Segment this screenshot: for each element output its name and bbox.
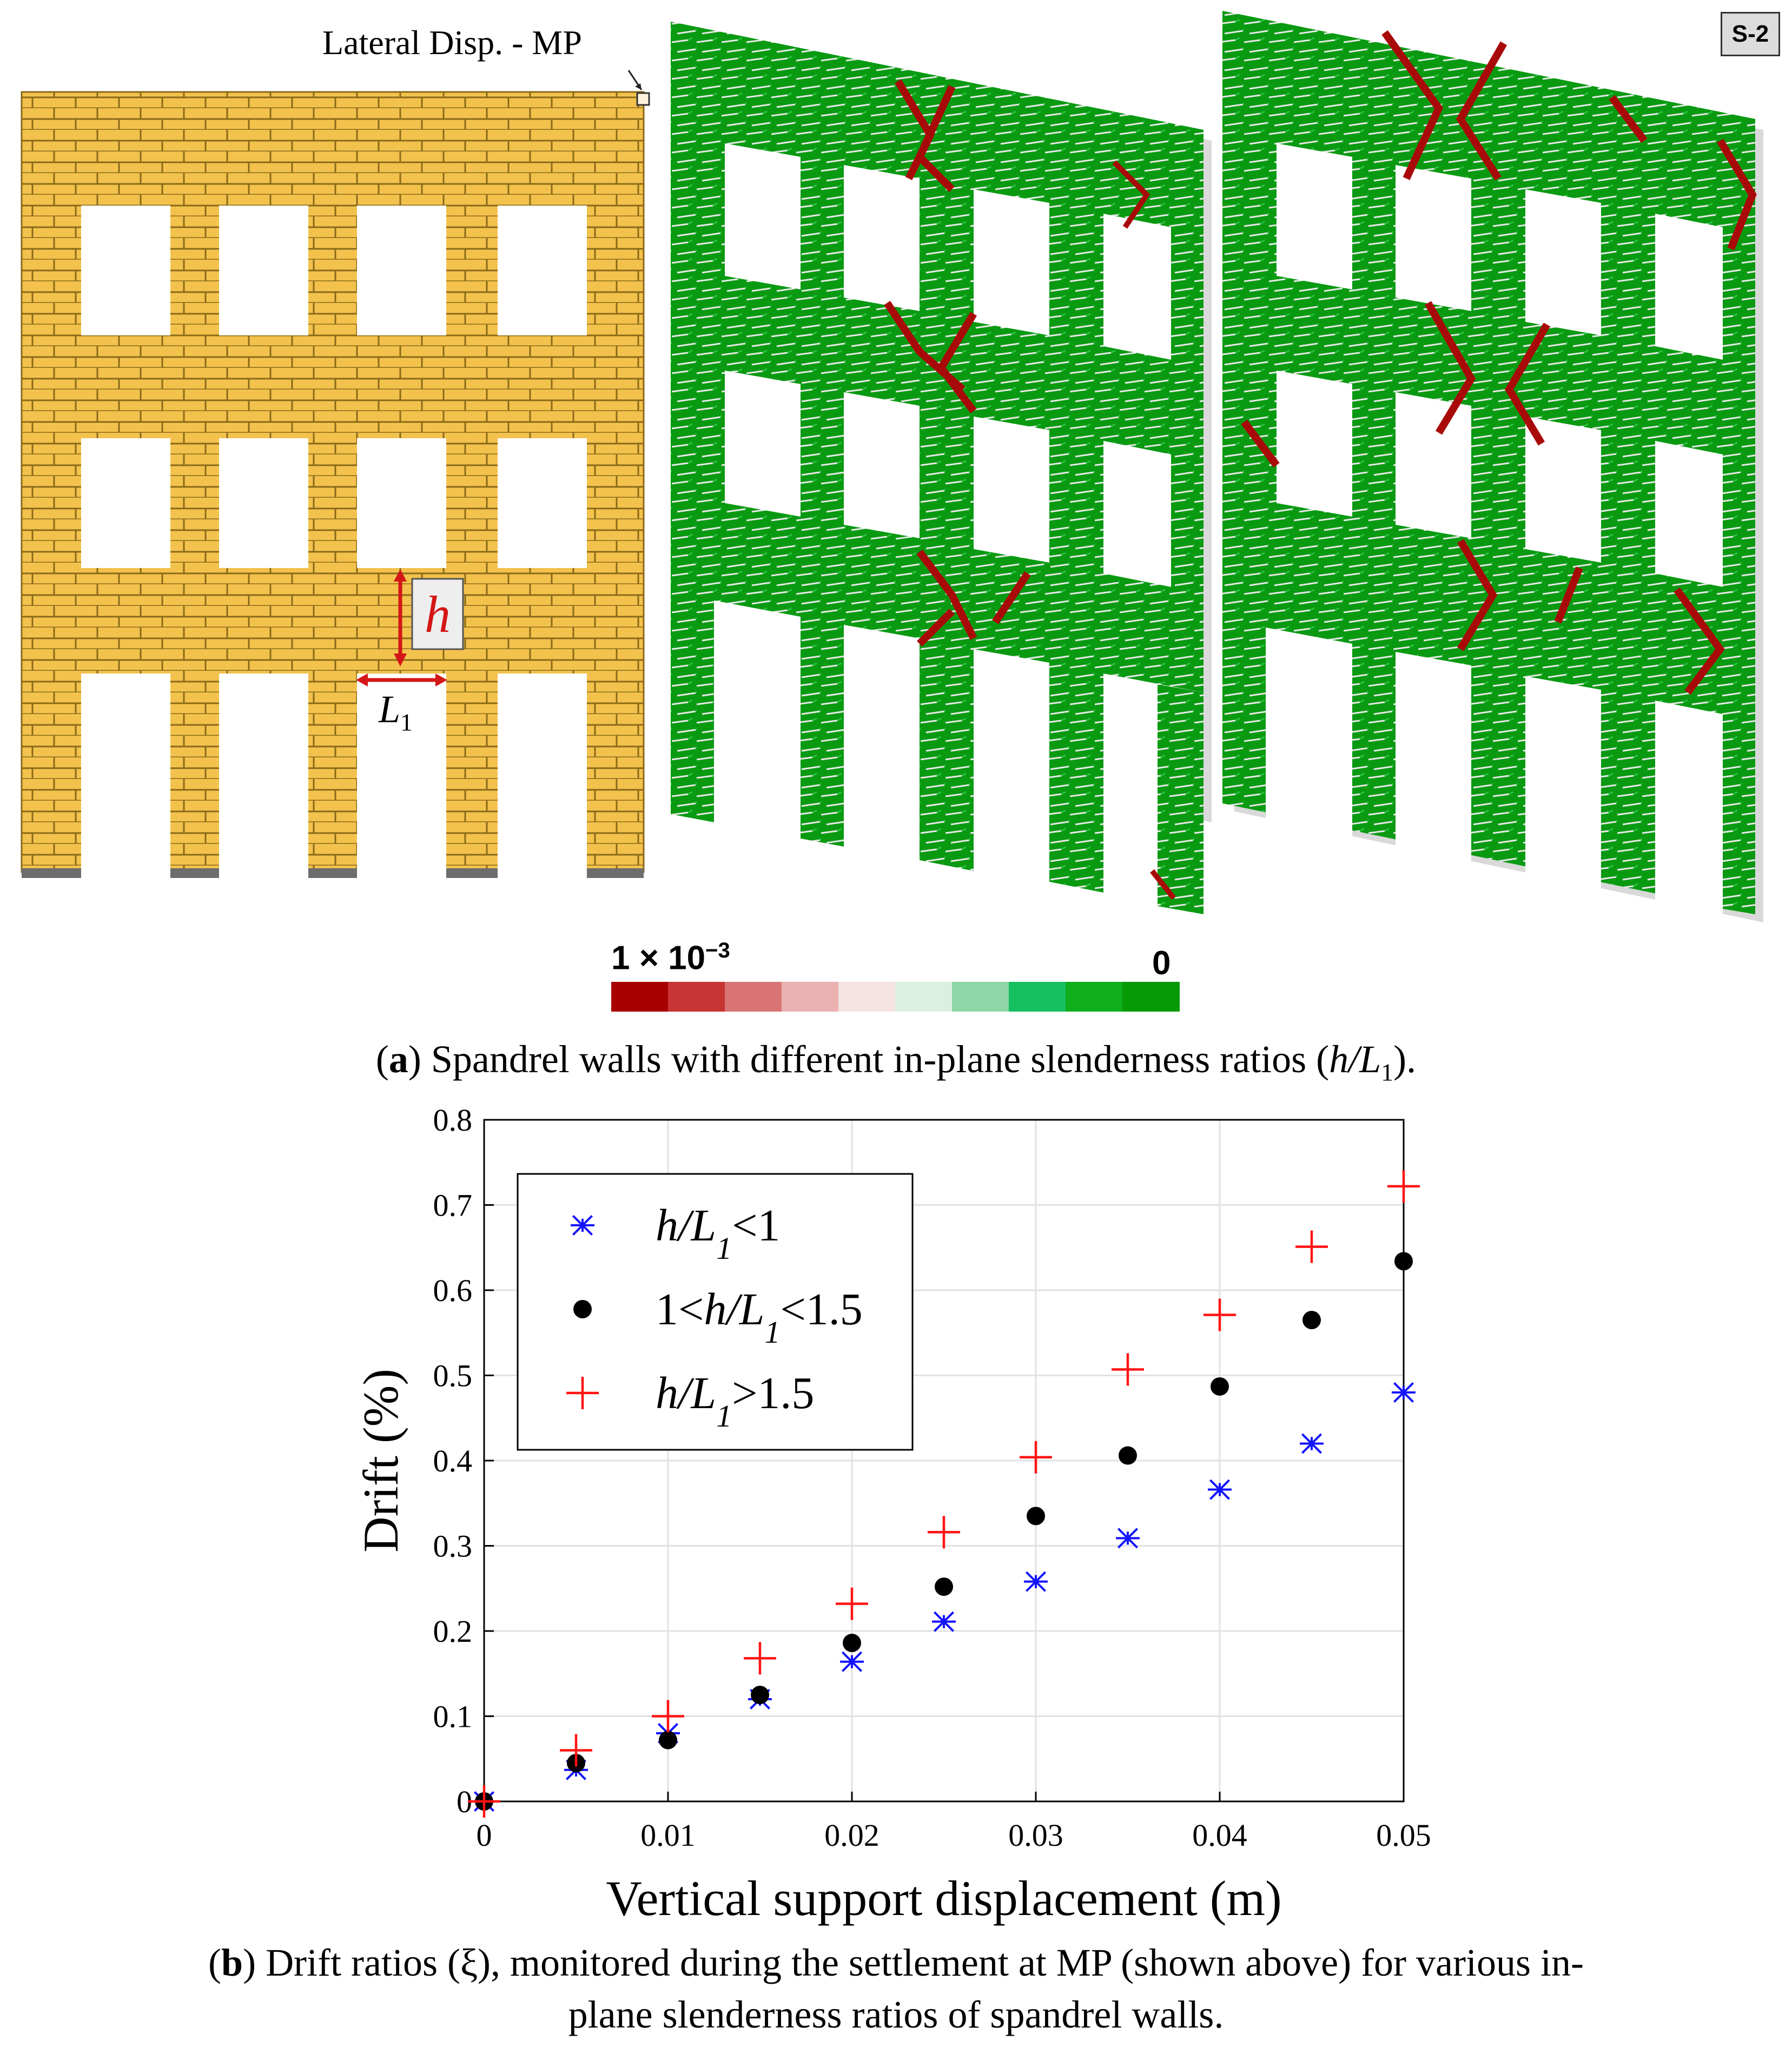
- y-tick-label: 0.3: [433, 1529, 473, 1564]
- legend-marker: [573, 1300, 592, 1318]
- data-point: [840, 1651, 864, 1672]
- x-tick-label: 0.05: [1376, 1818, 1431, 1853]
- drift-chart: 0 0.01 0.02 0.03 0.04 0.05 0 0.1 0.2 0.3 0.4 0.5 0.…: [353, 1102, 1431, 1926]
- legend: h/L1<1 1<h/L1<1.5 h/L1>1.5: [517, 1173, 914, 1451]
- x-tick-label: 0.01: [640, 1818, 696, 1853]
- deformed-model-2: [1222, 11, 1763, 922]
- colorbar-max-label: 1 × 10−3: [611, 939, 730, 977]
- mp-marker: [636, 92, 650, 106]
- colorbar-swatch: [1009, 982, 1066, 1012]
- legend-label: h/L1<1: [656, 1200, 780, 1266]
- data-point: [935, 1577, 953, 1596]
- data-point: [1387, 1170, 1420, 1203]
- l1-dimension: [356, 674, 447, 686]
- x-tick-label: 0.02: [824, 1818, 880, 1853]
- data-point: [932, 1611, 956, 1632]
- y-tick-label: 0.5: [433, 1358, 473, 1394]
- colorbar: [611, 982, 1180, 1012]
- y-tick-label: 0.6: [433, 1273, 473, 1308]
- data-point: [1024, 1571, 1048, 1592]
- legend-label: h/L1>1.5: [656, 1368, 814, 1434]
- data-point: [468, 1785, 500, 1818]
- colorbar-swatch: [782, 982, 839, 1012]
- colorbar-swatch: [952, 982, 1009, 1012]
- data-point: [1392, 1382, 1416, 1403]
- colorbar-min-label: 0: [1152, 945, 1171, 982]
- legend-marker: [571, 1214, 594, 1236]
- masonry-wall: [21, 91, 645, 879]
- l1-label: L1: [379, 688, 413, 736]
- data-points: [468, 1170, 1420, 1818]
- data-point: [1027, 1507, 1045, 1526]
- y-axis-ticks: 00.10.20.30.40.50.60.70.8: [433, 1102, 494, 1819]
- caption-b-line-2: plane slenderness ratios of spandrel wal…: [568, 1993, 1224, 2036]
- caption-a: (a) Spandrel walls with different in-pla…: [375, 1038, 1417, 1086]
- data-point: [1204, 1298, 1236, 1331]
- y-tick-label: 0.7: [433, 1188, 473, 1223]
- mp-label: Lateral Disp. - MP: [322, 23, 582, 62]
- deformed-model-1: [671, 22, 1212, 920]
- data-point: [1295, 1230, 1328, 1263]
- data-point: [560, 1734, 592, 1767]
- colorbar-swatch: [1066, 982, 1123, 1012]
- legend-marker: [566, 1377, 599, 1409]
- data-point: [1211, 1377, 1229, 1396]
- data-point: [928, 1516, 960, 1549]
- data-point: [659, 1731, 677, 1749]
- legend-label: 1<h/L1<1.5: [656, 1284, 863, 1350]
- data-point: [1394, 1252, 1413, 1271]
- x-tick-label: 0: [477, 1818, 492, 1853]
- caption-b: (b) Drift ratios (ξ), monitored during t…: [0, 1937, 1792, 2041]
- colorbar-swatch: [725, 982, 782, 1012]
- data-point: [1119, 1446, 1137, 1465]
- figure-a-graphic: [21, 11, 1763, 1012]
- h-label: h: [425, 585, 451, 643]
- data-point: [1116, 1528, 1140, 1549]
- data-point: [1208, 1479, 1232, 1500]
- data-point: [744, 1642, 776, 1675]
- data-point: [1300, 1433, 1324, 1454]
- data-point: [751, 1686, 769, 1705]
- x-tick-label: 0.03: [1008, 1818, 1063, 1853]
- colorbar-swatch: [1122, 982, 1180, 1012]
- data-point: [843, 1634, 861, 1653]
- h-dimension: [394, 569, 464, 666]
- data-point: [836, 1587, 868, 1620]
- x-tick-label: 0.04: [1192, 1818, 1247, 1853]
- colorbar-swatch: [611, 982, 669, 1012]
- data-point: [652, 1700, 684, 1733]
- x-axis-label: Vertical support displacement (m): [606, 1871, 1281, 1926]
- figure-badge: S-2: [1721, 12, 1780, 56]
- data-point: [1020, 1441, 1052, 1474]
- caption-b-line-1: (b) Drift ratios (ξ), monitored during t…: [208, 1941, 1584, 1984]
- data-point: [1302, 1311, 1321, 1330]
- colorbar-swatch: [895, 982, 953, 1012]
- y-tick-label: 0.2: [433, 1614, 473, 1649]
- y-axis-label: Drift (%): [353, 1369, 408, 1553]
- y-tick-label: 0.1: [433, 1699, 473, 1734]
- y-tick-label: 0.8: [433, 1102, 473, 1138]
- y-tick-label: 0.4: [433, 1443, 473, 1478]
- colorbar-swatch: [838, 982, 896, 1012]
- colorbar-swatch: [668, 982, 725, 1012]
- x-axis-ticks: 0 0.01 0.02 0.03 0.04 0.05: [477, 1792, 1431, 1853]
- data-point: [1112, 1353, 1144, 1386]
